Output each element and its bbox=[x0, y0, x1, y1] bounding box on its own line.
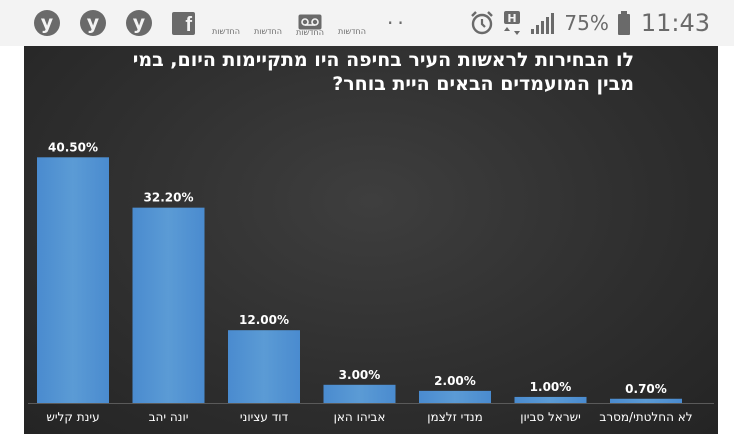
alarm-clock-icon bbox=[471, 11, 494, 35]
left-margin bbox=[0, 46, 24, 444]
news-app-label: החדשות bbox=[338, 26, 366, 36]
category-label: יונה יהב bbox=[149, 410, 189, 424]
bar-2 bbox=[132, 207, 205, 403]
right-margin bbox=[718, 46, 734, 444]
category-label: מנדי זלצמן bbox=[427, 410, 483, 424]
signal-strength-icon bbox=[531, 13, 555, 34]
bar-3 bbox=[228, 330, 300, 403]
y-app-glyph: y bbox=[34, 10, 60, 36]
system-indicators: H 75% 11:43 bbox=[462, 9, 710, 37]
news-app-icon: החדשות bbox=[212, 2, 240, 48]
bar-value-label: 0.70% bbox=[625, 382, 667, 396]
y-app-icon: y bbox=[34, 0, 60, 46]
category-label: דוד עציוני bbox=[240, 410, 289, 424]
voicemail-icon: החדשות bbox=[296, 2, 324, 48]
category-label: עינת קליש bbox=[46, 410, 99, 424]
bar-5 bbox=[419, 390, 491, 403]
bar-7 bbox=[610, 398, 682, 403]
news-app-label: החדשות bbox=[254, 26, 282, 36]
y-app-icon: y bbox=[80, 0, 106, 46]
bar-4 bbox=[323, 384, 396, 403]
facebook-glyph: f bbox=[172, 11, 195, 35]
status-bar: y y y f החדשות החדשות החדשות החדשות ·· bbox=[0, 0, 734, 46]
bar-value-label: 2.00% bbox=[434, 374, 476, 388]
chart-title-line-2: מבין המועמדים הבאים היית בוחר? bbox=[332, 73, 634, 95]
bar-value-label: 3.00% bbox=[339, 368, 381, 382]
chart-title: לו הבחירות לראשות העיר בחיפה היו מתקיימו… bbox=[24, 48, 718, 96]
news-app-icon: החדשות bbox=[338, 2, 366, 48]
battery-icon bbox=[617, 11, 630, 35]
bar-value-label: 12.00% bbox=[239, 313, 289, 327]
facebook-icon: f bbox=[172, 0, 195, 46]
category-label: לא החלטתי/מסרב bbox=[599, 410, 692, 424]
y-app-glyph: y bbox=[80, 10, 106, 36]
bar-value-label: 32.20% bbox=[144, 191, 194, 205]
bar-chart: 40.50% עינת קליש 32.20% יונה יהב 12.00% דוד ע… bbox=[28, 140, 714, 424]
y-app-glyph: y bbox=[126, 10, 152, 36]
bar-1 bbox=[37, 157, 109, 403]
svg-text:H: H bbox=[508, 12, 517, 25]
category-label: אביהו האן bbox=[334, 410, 386, 424]
bar-value-label: 1.00% bbox=[530, 380, 572, 394]
news-app-label: החדשות bbox=[212, 26, 240, 36]
category-label: ישראל סביון bbox=[520, 410, 581, 424]
battery-percent: 75% bbox=[564, 11, 609, 35]
voicemail-label: החדשות bbox=[296, 27, 324, 37]
chart-panel: לו הבחירות לראשות העיר בחיפה היו מתקיימו… bbox=[24, 46, 718, 434]
hspa-data-icon: H bbox=[504, 11, 521, 35]
y-app-icon: y bbox=[126, 0, 152, 46]
more-notifications-icon: ·· bbox=[387, 11, 408, 35]
chart-title-line-1: לו הבחירות לראשות העיר בחיפה היו מתקיימו… bbox=[132, 49, 634, 71]
bar-6 bbox=[514, 396, 587, 403]
voicemail-glyph bbox=[298, 14, 322, 29]
bar-value-label: 40.50% bbox=[48, 140, 98, 154]
clock: 11:43 bbox=[640, 9, 710, 37]
news-app-icon: החדשות bbox=[254, 2, 282, 48]
